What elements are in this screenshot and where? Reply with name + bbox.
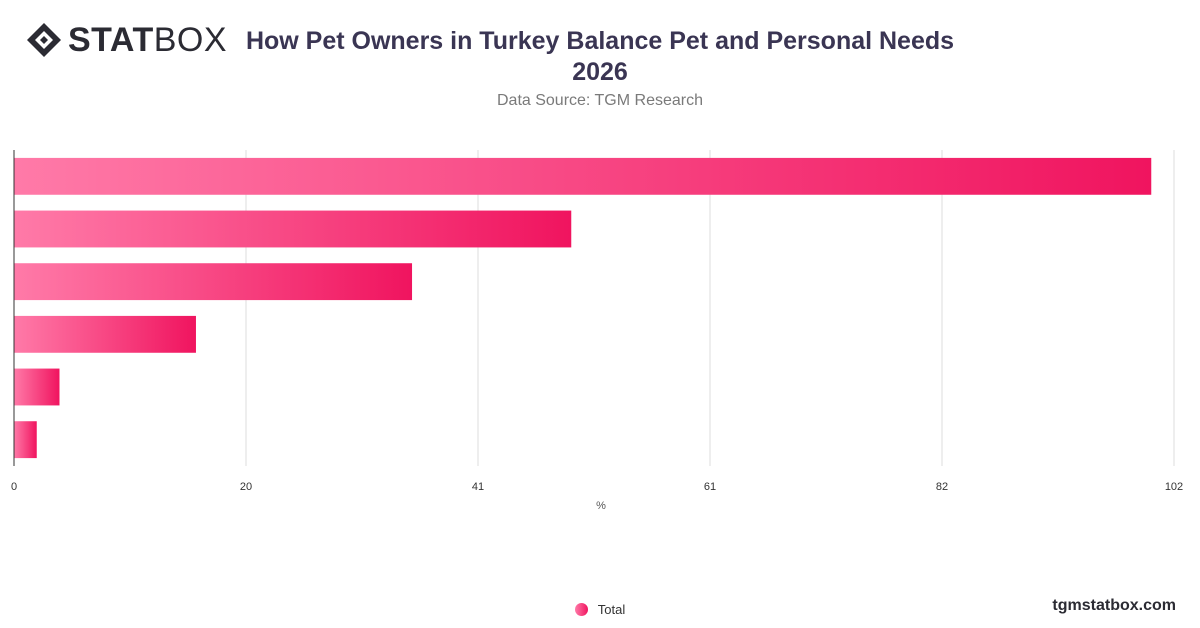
bar[interactable] (14, 315, 196, 353)
logo-text-light: BOX (153, 21, 228, 59)
statbox-diamond-icon (27, 23, 61, 57)
legend-label-total: Total (597, 602, 626, 617)
logo-wordmark: STATBOX (68, 22, 227, 58)
chart-title: How Pet Owners in Turkey Balance Pet and… (245, 27, 955, 86)
x-axis-label: % (596, 500, 606, 512)
statbox-logo: STATBOX (26, 22, 227, 58)
x-tick-label: 102 (1165, 481, 1183, 493)
legend-swatch (574, 603, 588, 616)
bar[interactable] (14, 368, 60, 406)
grid-lines (13, 150, 1175, 466)
footer-website: tgmstatbox.com (1052, 597, 1176, 614)
bar[interactable] (14, 157, 1152, 195)
x-tick-label: 0 (11, 481, 17, 493)
logo-text-bold: STAT (68, 21, 154, 59)
x-tick-label: 61 (704, 481, 716, 493)
bar[interactable] (14, 421, 37, 459)
x-tick-label: 82 (936, 481, 948, 493)
bars (14, 157, 1152, 459)
legend[interactable]: Total (0, 602, 1200, 617)
x-tick-label: 41 (472, 481, 484, 493)
x-tick-label: 20 (240, 481, 252, 493)
x-axis-ticks: 0 20 41 61 82 102 (11, 481, 1183, 493)
chart-subtitle: Data Source: TGM Research (496, 92, 703, 109)
bar[interactable] (14, 210, 572, 248)
bar[interactable] (14, 263, 413, 301)
